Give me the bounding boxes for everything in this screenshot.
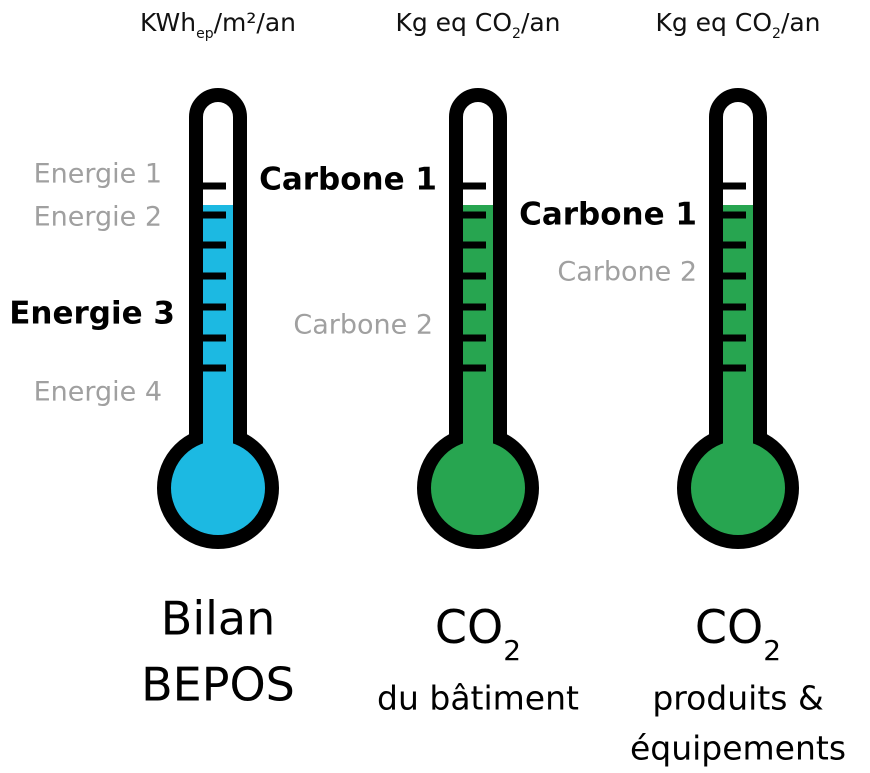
level-label: Carbone 2 [557,257,697,288]
level-label: Energie 2 [34,202,162,233]
caption-line: du bâtiment [377,679,579,718]
caption-line: équipements [630,729,846,768]
unit-sub: 2 [512,26,521,42]
caption-formula: CO2 [435,600,521,668]
formula-main: CO [435,600,503,654]
unit-main: Kg eq CO [655,8,772,37]
level-label: Energie 1 [34,159,162,190]
bulb [157,427,279,549]
caption-line: produits & [652,679,823,718]
unit-rest: /an [781,8,821,37]
level-label: Energie 3 [9,296,175,332]
unit-sub: 2 [772,26,781,42]
liquid [723,205,753,448]
caption-title: BEPOS [141,658,295,712]
caption-title: Bilan [161,592,275,646]
bulb [677,427,799,549]
level-label: Carbone 1 [259,162,437,198]
liquid [203,205,233,448]
unit-label: Kg eq CO2/an [395,8,560,42]
level-label: Carbone 2 [293,310,433,341]
formula-sub: 2 [503,634,521,667]
formula-main: CO [695,600,763,654]
unit-sub: ep [196,26,214,42]
unit-label: KWhep/m²/an [140,8,296,42]
unit-rest: /an [521,8,561,37]
liquid [463,205,493,448]
caption-formula: CO2 [695,600,781,668]
formula-sub: 2 [763,634,781,667]
unit-label: Kg eq CO2/an [655,8,820,42]
bulb [417,427,539,549]
unit-rest: /m²/an [214,8,296,37]
level-label: Carbone 1 [519,197,697,233]
unit-main: KWh [140,8,196,37]
level-label: Energie 4 [34,377,162,408]
unit-main: Kg eq CO [395,8,512,37]
